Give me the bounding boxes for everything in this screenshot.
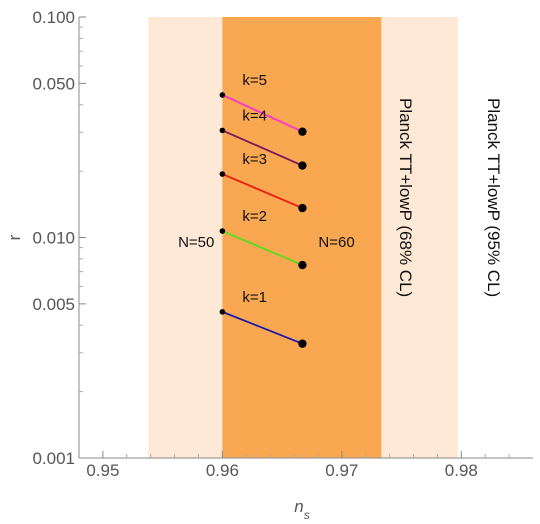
band-label-68cl: Planck TT+lowP (68% CL) xyxy=(396,98,415,297)
point-n50-k=2 xyxy=(219,228,226,234)
labels: ns r k=1 k=2 k=3 k=4 k=5 N=50 N=60 Planck TT+lowP… xyxy=(5,72,503,522)
series-line-k=2 xyxy=(222,230,303,266)
series-line-k=3 xyxy=(222,173,303,209)
series-label-k=2: k=2 xyxy=(242,208,267,225)
x-axis-label: ns xyxy=(294,497,309,522)
x-tick-label: 0.97 xyxy=(325,461,358,480)
point-n60-k=5 xyxy=(298,127,307,136)
band-68cl xyxy=(222,17,382,458)
band-label-95cl: Planck TT+lowP (95% CL) xyxy=(484,98,503,297)
x-axis-label-subscript: s xyxy=(304,508,310,522)
point-n50-k=1 xyxy=(219,309,226,315)
y-tick-label: 0.001 xyxy=(32,449,75,468)
point-n50-k=3 xyxy=(219,171,226,177)
axes: 0.95 0.96 0.97 0.98 0.001 0.005 0.010 0.050 0.10… xyxy=(32,8,533,480)
x-tick-label: 0.95 xyxy=(86,461,119,480)
series-line-k=1 xyxy=(222,311,303,345)
point-n60-k=1 xyxy=(298,339,307,348)
annotation-n50: N=50 xyxy=(178,234,214,251)
point-n60-k=3 xyxy=(298,203,307,213)
y-axis-label: r xyxy=(5,234,24,240)
y-tick-label: 0.005 xyxy=(32,295,75,314)
annotation-n60: N=60 xyxy=(318,234,354,251)
series-label-k=4: k=4 xyxy=(242,107,267,124)
y-tick-label: 0.010 xyxy=(32,229,75,248)
series xyxy=(219,92,307,348)
series-line-k=5 xyxy=(221,94,303,133)
point-n50-k=5 xyxy=(219,92,226,98)
y-tick-label: 0.100 xyxy=(32,8,75,27)
x-tick-label: 0.98 xyxy=(445,461,478,480)
x-tick-label: 0.96 xyxy=(206,461,239,480)
confidence-bands xyxy=(148,17,458,458)
series-label-k=3: k=3 xyxy=(242,151,267,168)
series-label-k=5: k=5 xyxy=(242,72,267,89)
series-label-k=1: k=1 xyxy=(242,289,267,306)
series-line-k=4 xyxy=(222,129,303,167)
point-n60-k=4 xyxy=(298,161,307,170)
y-tick-label: 0.050 xyxy=(32,74,75,93)
point-n50-k=4 xyxy=(219,127,226,134)
point-n60-k=2 xyxy=(298,260,307,270)
